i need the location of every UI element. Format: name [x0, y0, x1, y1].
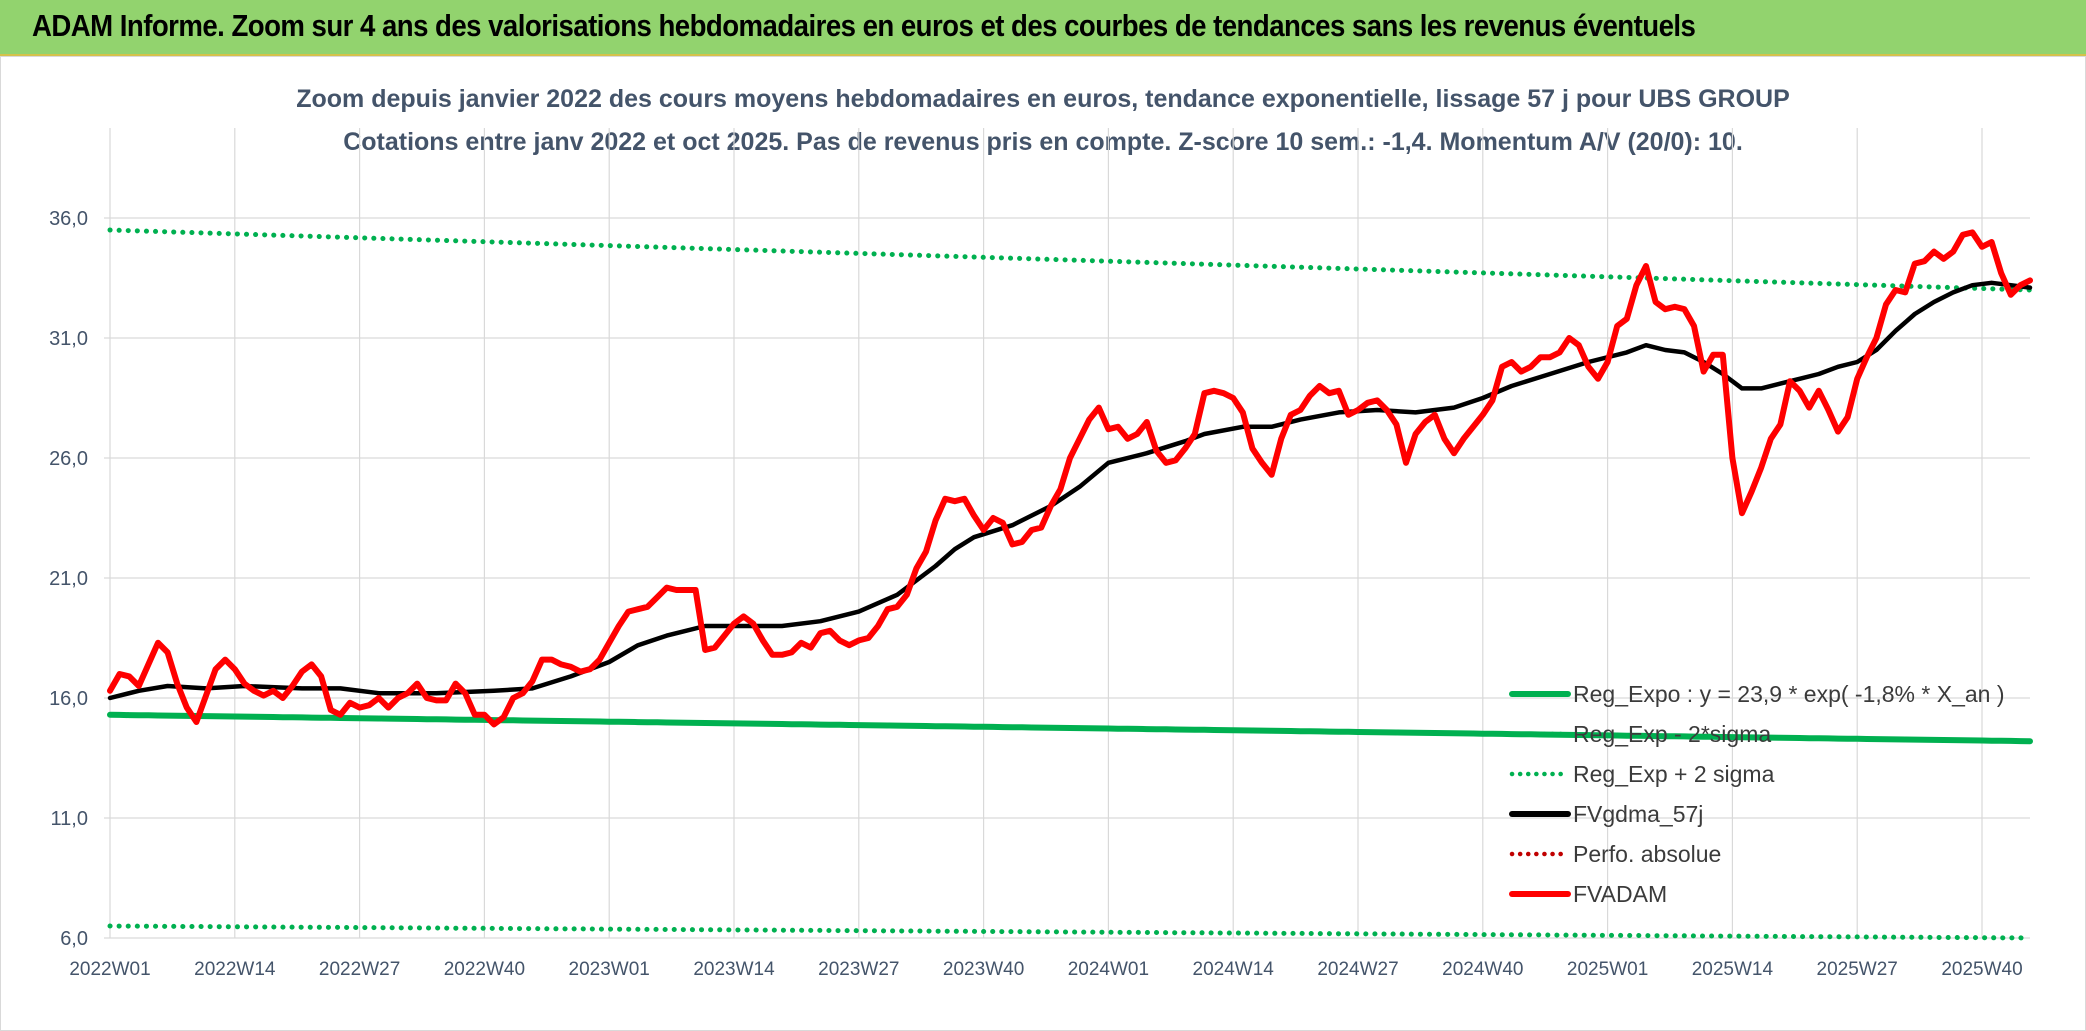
chart-subtitle: Cotations entre janv 2022 et oct 2025. P… — [343, 128, 1743, 156]
legend-label: Perfo. absolue — [1573, 841, 1721, 867]
legend-label: Reg_Exp - 2*sigma — [1573, 721, 1771, 747]
x-tick-label: 2025W14 — [1692, 959, 1774, 980]
y-tick-label: 36,0 — [49, 208, 88, 230]
x-tick-label: 2023W01 — [569, 959, 650, 980]
legend-label: Reg_Exp + 2 sigma — [1573, 761, 1775, 787]
x-tick-label: 2023W14 — [693, 959, 775, 980]
x-tick-label: 2022W01 — [69, 959, 150, 980]
chart-title: Zoom depuis janvier 2022 des cours moyen… — [296, 85, 1790, 113]
series-lines — [107, 227, 2033, 941]
y-tick-label: 16,0 — [49, 688, 88, 710]
series-reg-exp-2-sigma — [107, 227, 2033, 293]
x-tick-label: 2024W27 — [1317, 959, 1398, 980]
series-fvgdma-57j — [107, 280, 2033, 701]
y-tick-label: 21,0 — [49, 568, 88, 590]
y-tick-label: 31,0 — [49, 328, 88, 350]
y-tick-label: 11,0 — [51, 808, 88, 830]
x-tick-label: 2022W40 — [444, 959, 525, 980]
banner-title: ADAM Informe. Zoom sur 4 ans des valoris… — [32, 8, 1696, 43]
x-tick-label: 2023W40 — [943, 959, 1024, 980]
x-tick-label: 2024W14 — [1193, 959, 1275, 980]
header-banner: ADAM Informe. Zoom sur 4 ans des valoris… — [0, 0, 2086, 56]
x-tick-label: 2022W14 — [194, 959, 276, 980]
x-tick-label: 2025W01 — [1567, 959, 1648, 980]
y-tick-label: 6,0 — [60, 928, 88, 950]
legend-label: Reg_Expo : y = 23,9 * exp( -1,8% * X_an … — [1573, 681, 2005, 707]
x-axis-labels: 2022W01 2022W14 2022W27 2022W40 2023W01 2023W… — [69, 959, 2022, 980]
y-tick-label: 26,0 — [49, 448, 88, 470]
series-fvadam — [107, 229, 2033, 728]
legend-label: FVADAM — [1573, 881, 1667, 907]
x-tick-label: 2022W27 — [319, 959, 400, 980]
x-tick-label: 2025W40 — [1941, 959, 2022, 980]
series-reg-exp-2-sigma — [107, 923, 2033, 941]
y-axis-labels: 6,0 11,0 16,0 21,0 26,0 31,0 36,0 — [49, 208, 88, 950]
x-tick-label: 2024W40 — [1442, 959, 1523, 980]
legend: Reg_Expo : y = 23,9 * exp( -1,8% * X_an … — [1509, 681, 2005, 907]
series-reg-expo — [107, 711, 2033, 745]
gridlines — [104, 128, 2030, 939]
x-tick-label: 2024W01 — [1068, 959, 1149, 980]
legend-label: FVgdma_57j — [1573, 801, 1703, 827]
x-tick-label: 2025W27 — [1817, 959, 1898, 980]
x-tick-label: 2023W27 — [818, 959, 899, 980]
